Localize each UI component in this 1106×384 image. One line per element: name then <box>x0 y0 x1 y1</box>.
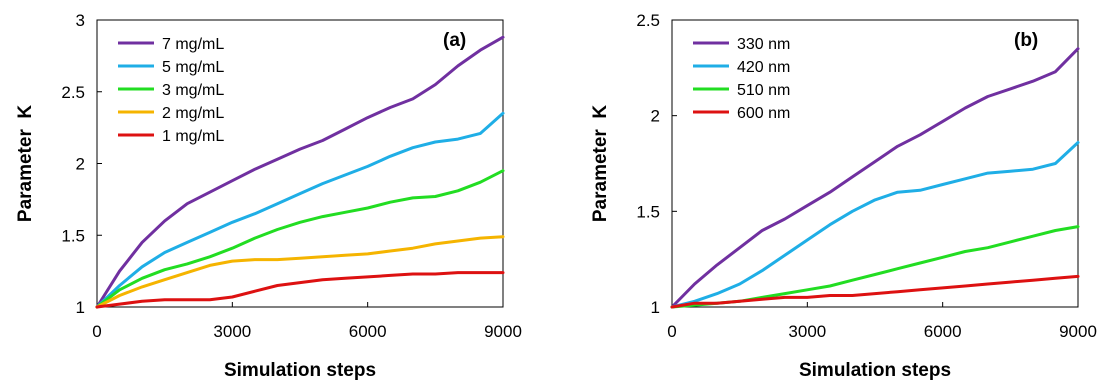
series-line-3-mg-ml <box>95 169 505 309</box>
series-line-420-nm <box>670 141 1080 309</box>
legend-entry: 420 nm <box>737 59 790 76</box>
legend-entry: 2 mg/mL <box>162 105 224 122</box>
legend-entry: 1 mg/mL <box>162 128 224 145</box>
legend-entry: 510 nm <box>737 82 790 99</box>
chart-panel-b: 1 1.5 2 2.5 0 3000 6000 9000 Simulation steps Par… <box>590 11 1097 381</box>
legend-entry: 330 nm <box>737 36 790 53</box>
y-axis-title: Parameter K <box>590 105 611 223</box>
series-line-7-mg-ml <box>95 35 505 309</box>
series-line-2-mg-ml <box>95 235 505 309</box>
x-axis-title: Simulation steps <box>224 360 376 381</box>
y-axis-title: Parameter K <box>15 105 36 223</box>
series-line-600-nm <box>670 274 1080 309</box>
y-tick-label: 1.5 <box>61 226 85 245</box>
legend-entry: 7 mg/mL <box>162 36 224 53</box>
x-axis-title: Simulation steps <box>799 360 951 381</box>
x-tick-label: 0 <box>92 322 101 341</box>
legend-entry: 5 mg/mL <box>162 59 224 76</box>
plot-frame <box>671 19 1079 308</box>
legend-entry: 3 mg/mL <box>162 82 224 99</box>
series-line-1-mg-ml <box>95 271 505 309</box>
x-tick-label: 0 <box>667 322 676 341</box>
y-tick-label: 1.5 <box>636 202 660 221</box>
x-tick-label: 9000 <box>484 322 522 341</box>
y-tick-label: 1 <box>76 298 85 317</box>
x-tick-label: 9000 <box>1059 322 1097 341</box>
y-tick-label: 2.5 <box>636 11 660 30</box>
y-tick-label: 2.5 <box>61 83 85 102</box>
x-tick-label: 3000 <box>788 322 826 341</box>
y-tick-label: 2 <box>651 107 660 126</box>
panel-label: (a) <box>443 30 466 51</box>
plot-frame <box>96 19 504 308</box>
x-tick-label: 3000 <box>213 322 251 341</box>
legend-entry: 600 nm <box>737 105 790 122</box>
x-tick-label: 6000 <box>349 322 387 341</box>
chart-panel-a: 1 1.5 2 2.5 3 0 3000 6000 9000 Simulation steps Pa… <box>15 11 522 381</box>
series-line-5-mg-ml <box>95 111 505 309</box>
y-tick-label: 2 <box>76 155 85 174</box>
series-line-330-nm <box>670 47 1080 309</box>
panel-label: (b) <box>1014 30 1038 51</box>
y-tick-label: 1 <box>651 298 660 317</box>
y-tick-label: 3 <box>76 11 85 30</box>
x-tick-label: 6000 <box>924 322 962 341</box>
